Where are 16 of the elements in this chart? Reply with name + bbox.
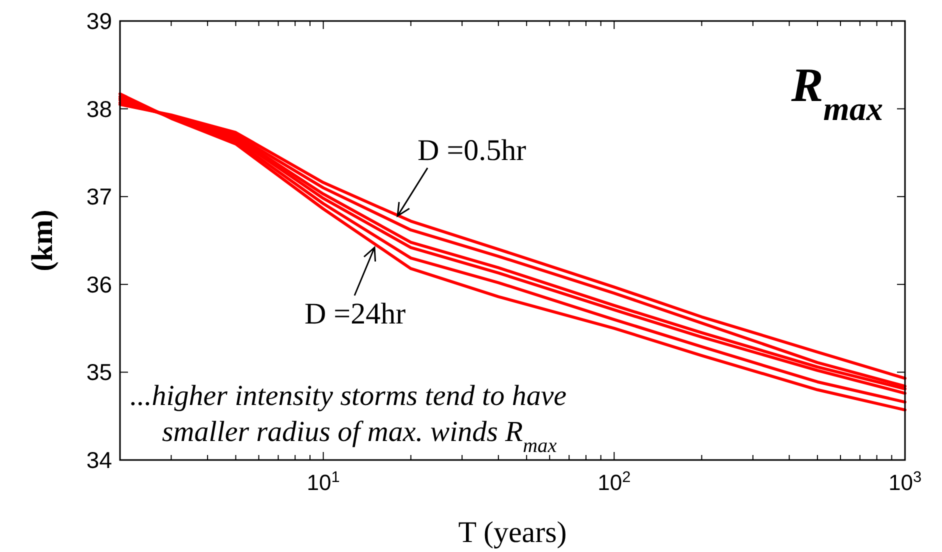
annotation: D =0.5hr [418, 134, 526, 167]
x-tick-label: 10$^{1}$ [306, 468, 340, 495]
annotation: smaller radius of max. winds R$_{max}$ [162, 416, 557, 457]
y-axis-title: (km) [26, 210, 59, 272]
x-axis-title: T (years) [458, 516, 567, 549]
y-tick-label: 35 [86, 359, 112, 386]
y-tick-label: 37 [86, 184, 112, 210]
annotation: ...higher intensity storms tend to have [130, 380, 567, 412]
annotation: D =24hr [304, 298, 406, 331]
y-tick-label: 34 [86, 447, 112, 473]
y-tick-label: 38 [86, 96, 112, 122]
x-tick-label: 10$^{3}$ [888, 468, 922, 495]
y-tick-label: 39 [86, 8, 112, 34]
x-tick-label: 10$^{2}$ [598, 468, 631, 495]
text: R$_{max}$ [790, 59, 883, 128]
y-tick-label: 36 [86, 271, 112, 298]
